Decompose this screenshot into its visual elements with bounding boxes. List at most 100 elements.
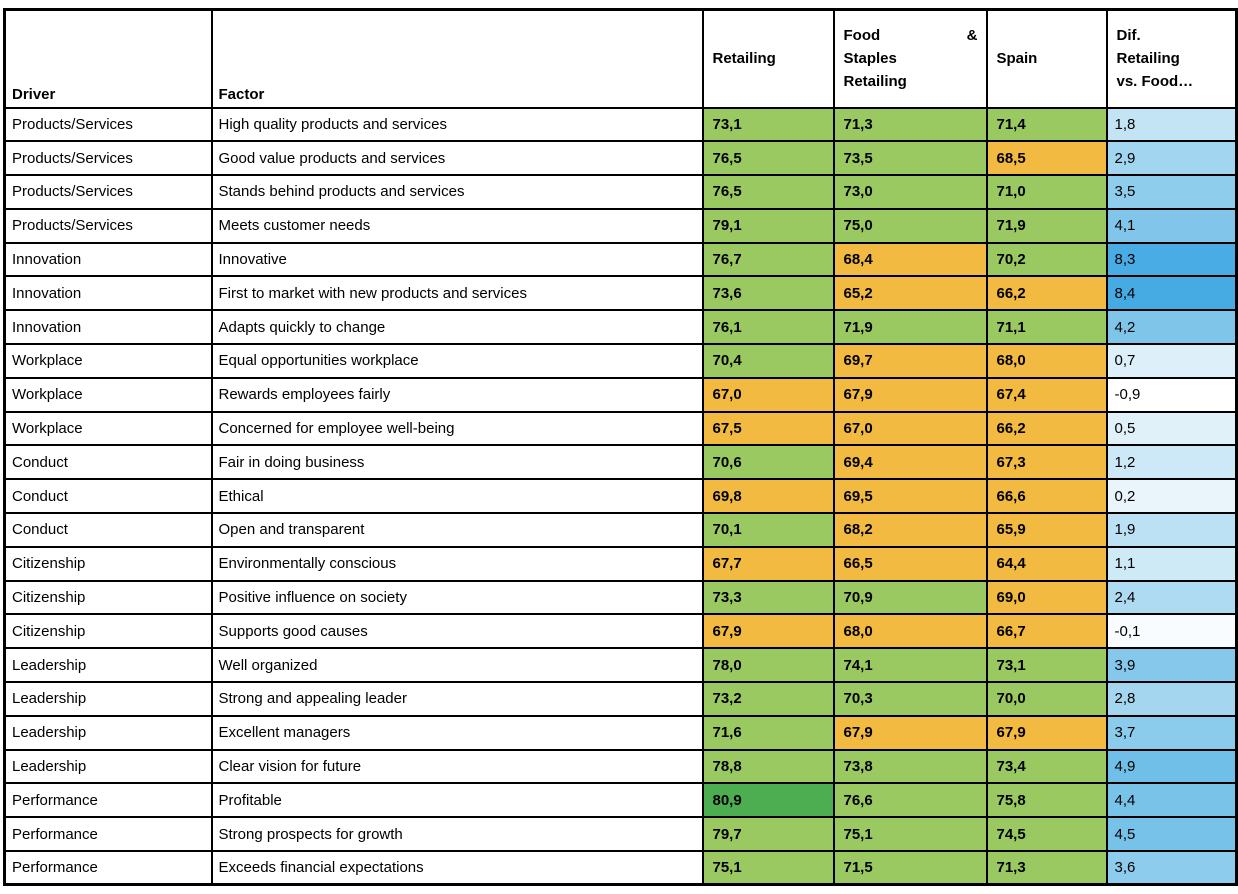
- retailing-score-cell: 73,2: [701, 681, 835, 717]
- retailing-score-cell: 73,1: [701, 106, 835, 143]
- dif-value-cell: 4,1: [1105, 207, 1238, 244]
- table-row: Leadership Well organized 78,0 74,1 73,1…: [3, 647, 1238, 684]
- food-staples-score-cell: 73,5: [832, 140, 988, 177]
- retailing-score-cell: 67,0: [701, 376, 835, 413]
- dif-value-cell: -0,1: [1105, 613, 1238, 650]
- food-staples-score-cell: 71,3: [832, 106, 988, 143]
- spain-score-cell: 70,2: [985, 241, 1108, 278]
- retailing-score-cell: 70,6: [701, 444, 835, 481]
- food-staples-score-cell: 69,7: [832, 343, 988, 379]
- dif-value-cell: 1,8: [1105, 106, 1238, 143]
- header-row: Driver Factor Retailing Food & Staples Re…: [3, 8, 1238, 109]
- table-row: Performance Profitable 80,9 76,6 75,8 4,…: [3, 782, 1238, 819]
- factor-cell: Strong prospects for growth: [210, 816, 704, 853]
- table-row: Workplace Rewards employees fairly 67,0 …: [3, 376, 1238, 413]
- driver-cell: Leadership: [3, 681, 213, 717]
- spain-score-cell: 67,3: [985, 444, 1108, 481]
- factor-cell: Exceeds financial expectations: [210, 850, 704, 886]
- retailing-score-cell: 73,3: [701, 579, 835, 616]
- dif-value-cell: 1,2: [1105, 444, 1238, 481]
- spain-score-cell: 67,9: [985, 714, 1108, 751]
- dif-value-cell: -0,9: [1105, 376, 1238, 413]
- driver-cell: Leadership: [3, 748, 213, 785]
- dif-value-cell: 4,9: [1105, 748, 1238, 785]
- factor-cell: Stands behind products and services: [210, 174, 704, 210]
- retailing-score-cell: 67,9: [701, 613, 835, 650]
- spain-score-cell: 73,1: [985, 647, 1108, 684]
- food-staples-score-cell: 73,8: [832, 748, 988, 785]
- header-line: vs. Food…: [1116, 73, 1194, 91]
- food-staples-score-cell: 67,9: [832, 376, 988, 413]
- table-row: Innovation Adapts quickly to change 76,1…: [3, 309, 1238, 346]
- spain-column-header: Spain: [985, 8, 1108, 109]
- spain-score-cell: 71,1: [985, 309, 1108, 346]
- table-row: Citizenship Positive influence on societ…: [3, 579, 1238, 616]
- spain-score-cell: 75,8: [985, 782, 1108, 819]
- spain-score-cell: 70,0: [985, 681, 1108, 717]
- table-row: Innovation Innovative 76,7 68,4 70,2 8,3: [3, 241, 1238, 278]
- retailing-score-cell: 73,6: [701, 275, 835, 312]
- driver-cell: Conduct: [3, 512, 213, 548]
- factor-cell: Meets customer needs: [210, 207, 704, 244]
- retailing-score-cell: 75,1: [701, 850, 835, 886]
- table-row: Workplace Equal opportunities workplace …: [3, 343, 1238, 379]
- dif-value-cell: 3,6: [1105, 850, 1238, 886]
- retailing-score-cell: 69,8: [701, 478, 835, 515]
- drivers-factors-table: Driver Factor Retailing Food & Staples Re…: [3, 8, 1238, 887]
- factor-cell: High quality products and services: [210, 106, 704, 143]
- retailing-score-cell: 67,7: [701, 545, 835, 582]
- dif-value-cell: 3,5: [1105, 174, 1238, 210]
- table-row: Innovation First to market with new prod…: [3, 275, 1238, 312]
- factor-cell: Excellent managers: [210, 714, 704, 751]
- report-table-container: Driver Factor Retailing Food & Staples Re…: [3, 8, 1238, 891]
- retailing-score-cell: 67,5: [701, 410, 835, 447]
- dif-value-cell: 1,9: [1105, 512, 1238, 548]
- table-row: Products/Services Good value products an…: [3, 140, 1238, 177]
- table-row: Citizenship Supports good causes 67,9 68…: [3, 613, 1238, 650]
- food-staples-score-cell: 67,0: [832, 410, 988, 447]
- food-staples-score-cell: 75,0: [832, 207, 988, 244]
- table-row: Performance Strong prospects for growth …: [3, 816, 1238, 853]
- table-row: Workplace Concerned for employee well-be…: [3, 410, 1238, 447]
- spain-score-cell: 71,4: [985, 106, 1108, 143]
- dif-value-cell: 2,9: [1105, 140, 1238, 177]
- retailing-score-cell: 78,8: [701, 748, 835, 785]
- spain-score-cell: 71,0: [985, 174, 1108, 210]
- header-line: Dif.: [1116, 26, 1141, 44]
- driver-cell: Workplace: [3, 376, 213, 413]
- dif-value-cell: 3,9: [1105, 647, 1238, 684]
- driver-cell: Leadership: [3, 647, 213, 684]
- dif-value-cell: 8,4: [1105, 275, 1238, 312]
- factor-cell: Innovative: [210, 241, 704, 278]
- driver-cell: Products/Services: [3, 140, 213, 177]
- dif-value-cell: 8,3: [1105, 241, 1238, 278]
- food-staples-score-cell: 76,6: [832, 782, 988, 819]
- food-staples-score-cell: 68,2: [832, 512, 988, 548]
- header-line: Retailing: [843, 73, 907, 91]
- retailing-score-cell: 70,4: [701, 343, 835, 379]
- spain-score-cell: 68,5: [985, 140, 1108, 177]
- dif-value-cell: 0,2: [1105, 478, 1238, 515]
- retailing-column-header: Retailing: [701, 8, 835, 109]
- food-staples-score-cell: 69,4: [832, 444, 988, 481]
- food-staples-score-cell: 65,2: [832, 275, 988, 312]
- header-word: &: [966, 26, 978, 44]
- factor-cell: Ethical: [210, 478, 704, 515]
- spain-score-cell: 71,3: [985, 850, 1108, 886]
- spain-score-cell: 69,0: [985, 579, 1108, 616]
- retailing-score-cell: 79,1: [701, 207, 835, 244]
- factor-cell: Good value products and services: [210, 140, 704, 177]
- driver-cell: Conduct: [3, 444, 213, 481]
- header-line: Staples: [843, 50, 897, 68]
- food-staples-score-cell: 71,5: [832, 850, 988, 886]
- dif-value-cell: 4,5: [1105, 816, 1238, 853]
- driver-cell: Leadership: [3, 714, 213, 751]
- table-row: Performance Exceeds financial expectatio…: [3, 850, 1238, 886]
- retailing-score-cell: 76,5: [701, 140, 835, 177]
- dif-value-cell: 2,8: [1105, 681, 1238, 717]
- dif-value-cell: 3,7: [1105, 714, 1238, 751]
- dif-value-cell: 0,7: [1105, 343, 1238, 379]
- food-staples-score-cell: 69,5: [832, 478, 988, 515]
- factor-cell: Open and transparent: [210, 512, 704, 548]
- table-row: Leadership Clear vision for future 78,8 …: [3, 748, 1238, 785]
